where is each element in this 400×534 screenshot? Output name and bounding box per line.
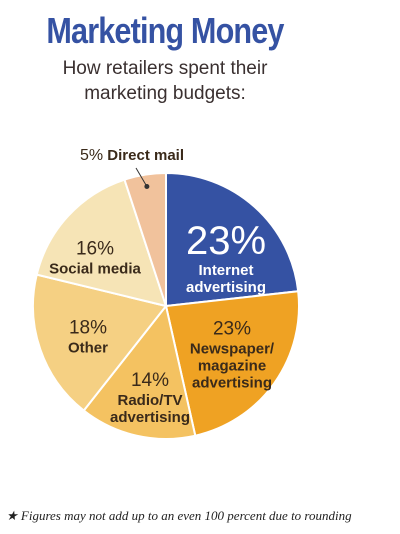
slice-label: 18% Other: [48, 318, 128, 357]
value-label: 5%: [80, 147, 104, 164]
category-label: Newspaper/ magazine advertising: [189, 340, 275, 392]
value-label: 23%: [212, 318, 252, 340]
leader-line: [135, 167, 148, 187]
pie-slice: [165, 171, 300, 308]
value-label: 23%: [185, 219, 267, 263]
slice-label: 23% Newspaper/ magazine advertising: [182, 319, 282, 392]
chart-title: Marketing Money: [46, 10, 284, 51]
slice-label: 5% Direct mail: [62, 145, 202, 167]
value-label: 18%: [68, 317, 108, 339]
category-label: Direct mail: [107, 147, 184, 164]
category-label: Other: [67, 339, 108, 357]
category-label: Radio/TV advertising: [109, 392, 191, 426]
slice-label: 14% Radio/TV advertising: [105, 370, 195, 426]
pie-slice: [32, 273, 168, 412]
value-label: 14%: [130, 370, 170, 391]
pie-slice: [123, 171, 167, 307]
chart-subtitle: How retailers spent their marketing budg…: [62, 58, 268, 104]
pie-slice: [35, 178, 168, 308]
category-label: Internet advertising: [185, 262, 267, 296]
category-label: Social media: [49, 260, 141, 278]
leader-dot: [144, 184, 150, 190]
slice-label: 16% Social media: [45, 239, 145, 278]
slice-label: 23% Internet advertising: [171, 220, 281, 296]
pie-slice: [164, 290, 300, 437]
value-label: 16%: [75, 238, 115, 260]
footnote: ★ Figures may not add up to an even 100 …: [6, 508, 352, 523]
pie-slice: [82, 303, 197, 440]
